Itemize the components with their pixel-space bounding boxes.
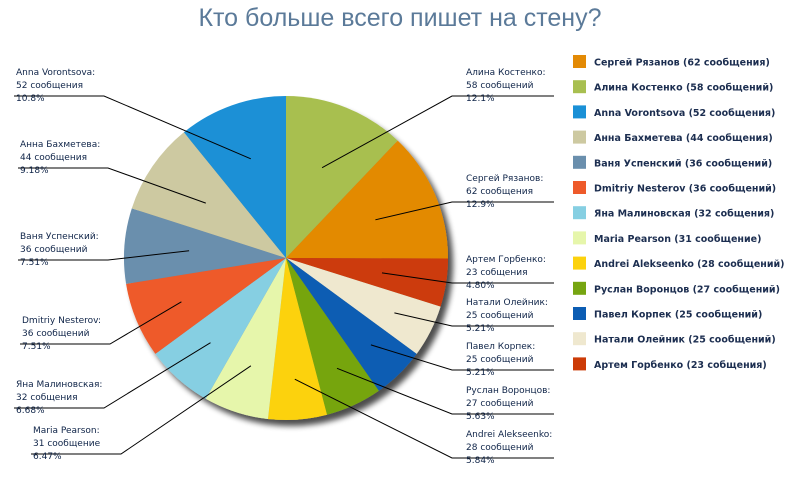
slice-label-name: Anna Vorontsova: — [16, 68, 95, 78]
slice-label-count: 52 сообщения — [16, 81, 83, 91]
slice-0 — [286, 96, 398, 258]
slice-label-count: 25 сообщений — [466, 311, 534, 321]
slice-label-count: 23 собщения — [466, 268, 527, 278]
slice-label-count: 27 сообщений — [466, 399, 534, 409]
leader-line — [381, 272, 554, 284]
leader-line — [321, 95, 554, 169]
slice-11 — [131, 132, 286, 258]
leader-line — [394, 312, 554, 327]
slice-label-name: Сергей Рязанов: — [466, 174, 543, 184]
slice-label-percent: 12.9% — [466, 200, 495, 210]
slice-label-name: Анна Бахметева: — [20, 140, 100, 150]
slice-3 — [286, 258, 441, 354]
leader-line — [20, 301, 182, 345]
legend-item-label: Andrei Alekseenko (28 сообщений) — [594, 259, 785, 270]
slice-label-count: 62 сообщения — [466, 187, 533, 197]
slice-label-percent: 5.21% — [466, 324, 495, 334]
slice-1 — [286, 140, 449, 259]
legend-swatch — [573, 307, 586, 320]
slice-2 — [286, 258, 448, 307]
legend-swatch — [573, 80, 586, 94]
legend: Сергей Рязанов (62 сообщения) Алина Косте… — [573, 55, 785, 371]
legend-swatch — [573, 256, 586, 270]
slice-label-percent: 5.21% — [466, 368, 495, 378]
slice-label-name: Алина Костенко: — [466, 68, 546, 78]
legend-item-label: Maria Pearson (31 сообщение) — [594, 234, 761, 245]
slice-label-count: 36 сообщений — [20, 245, 88, 255]
slice-labels: Алина Костенко: 58 сообщений 12.1% Сергей Р… — [16, 68, 552, 466]
leader-line — [370, 344, 554, 371]
slice-8 — [155, 258, 286, 399]
legend-swatch — [573, 206, 586, 220]
legend-item-label: Сергей Рязанов (62 сообщения) — [594, 58, 770, 69]
slice-label-percent: 10.8% — [16, 94, 45, 104]
legend-swatch — [573, 105, 586, 119]
slice-label-name: Натали Олейник: — [466, 298, 548, 308]
slice-label-percent: 7.51% — [20, 258, 49, 268]
slice-10 — [124, 208, 286, 284]
legend-swatch — [573, 357, 586, 371]
legend-item-label: Алина Костенко (58 сообщений) — [594, 83, 773, 94]
slice-label-name: Andrei Alekseenko: — [466, 430, 552, 440]
leader-line — [14, 342, 211, 409]
slice-label-count: 58 сообщений — [466, 81, 534, 91]
legend-item-label: Натали Олейник (25 сообщений) — [594, 335, 776, 346]
legend-item-label: Артем Горбенко (23 собщения) — [594, 360, 767, 371]
slice-6 — [267, 258, 327, 420]
legend-item-label: Anna Vorontsova (52 сообщения) — [594, 108, 775, 119]
leader-line — [336, 367, 554, 415]
legend-item-label: Яна Малиновская (32 собщения) — [594, 209, 774, 220]
slice-label-name: Руслан Воронцов: — [466, 386, 550, 396]
slice-label-count: 32 собщения — [16, 393, 77, 403]
slice-label-percent: 6.68% — [16, 406, 45, 416]
legend-item-label: Анна Бахметева (44 сообщения) — [594, 133, 773, 144]
legend-swatch — [573, 281, 586, 295]
slice-label-name: Павел Корпек: — [466, 342, 535, 352]
legend-swatch — [573, 332, 586, 346]
legend-item-label: Dmitriy Nesterov (36 сообщений) — [594, 184, 776, 195]
slice-label-name: Ваня Успенский: — [20, 232, 99, 242]
slice-label-name: Яна Малиновская: — [16, 380, 102, 390]
slice-label-count: 36 сообщений — [22, 329, 90, 339]
slice-4 — [286, 258, 417, 391]
legend-item-label: Руслан Воронцов (27 сообщений) — [594, 284, 780, 295]
slice-label-percent: 12.1% — [466, 94, 495, 104]
slice-label-name: Артем Горбенко: — [466, 255, 546, 265]
slice-label-name: Dmitriy Nesterov: — [22, 316, 101, 326]
slice-label-percent: 5.84% — [466, 456, 495, 466]
leader-line — [31, 365, 252, 455]
slice-label-count: 44 сообщения — [20, 153, 87, 163]
slice-label-percent: 6.47% — [33, 452, 62, 462]
slice-label-count: 31 сообщение — [33, 439, 101, 449]
legend-swatch — [573, 55, 586, 68]
leader-line — [375, 201, 554, 221]
slice-label-percent: 4.80% — [466, 281, 495, 291]
legend-item-label: Ваня Успенский (36 сообщений) — [594, 158, 772, 169]
chart-title: Кто больше всего пишет на стену? — [198, 4, 602, 32]
legend-swatch — [573, 181, 586, 194]
slice-label-count: 25 сообщений — [466, 355, 534, 365]
slice-12 — [183, 96, 286, 258]
leader-line — [18, 167, 206, 204]
leader-line — [18, 250, 190, 261]
pie-slices — [124, 96, 449, 420]
legend-swatch — [573, 231, 586, 245]
slice-label-percent: 9.18% — [20, 166, 49, 176]
slice-label-percent: 5.63% — [466, 412, 495, 422]
slice-7 — [205, 258, 286, 419]
legend-swatch — [573, 130, 586, 144]
slice-label-count: 28 сообщений — [466, 443, 534, 453]
leader-line — [294, 378, 554, 459]
legend-swatch — [573, 155, 586, 169]
slice-9 — [126, 258, 286, 354]
leader-lines — [14, 95, 554, 459]
slice-label-percent: 7.51% — [22, 342, 51, 352]
slice-label-name: Maria Pearson: — [33, 426, 100, 436]
legend-item-label: Павел Корпек (25 сообщений) — [594, 310, 762, 321]
leader-line — [14, 95, 251, 160]
